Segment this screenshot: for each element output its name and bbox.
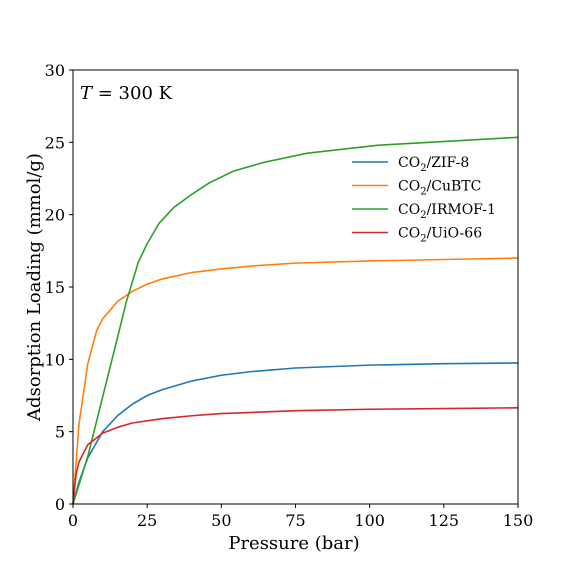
x-tick-label: 25 xyxy=(137,511,157,530)
legend-label-zif-8: CO2/ZIF-8 xyxy=(398,155,469,174)
x-tick-label: 125 xyxy=(429,511,460,530)
y-tick-label: 20 xyxy=(45,206,65,225)
plot-layer: 0 25 50 75 100 125 150051015202530CO2/ZIF-8CO2… xyxy=(45,61,534,530)
series-line-irmof-1 xyxy=(72,136,519,505)
y-tick-label: 30 xyxy=(45,61,65,80)
x-tick-label: 100 xyxy=(354,511,385,530)
x-tick-label: 0 xyxy=(68,511,78,530)
y-axis-label: Adsorption Loading (mmol/g) xyxy=(24,153,45,422)
y-tick-label: 25 xyxy=(45,133,65,152)
y-tick-label: 0 xyxy=(55,495,65,514)
x-tick-label: 50 xyxy=(211,511,231,530)
series-line-zif-8 xyxy=(72,362,519,505)
series-line-cubtc xyxy=(72,257,519,505)
y-tick-label: 5 xyxy=(55,423,65,442)
series-line-uio-66 xyxy=(72,407,519,505)
x-tick-label: 75 xyxy=(285,511,305,530)
legend-label-uio-66: CO2/UiO-66 xyxy=(398,226,482,245)
x-tick-label: 150 xyxy=(503,511,534,530)
y-tick-label: 15 xyxy=(45,278,65,297)
temperature-annotation: T = 300 K xyxy=(80,83,173,104)
x-axis-label: Pressure (bar) xyxy=(228,533,359,554)
legend: CO2/ZIF-8 CO2/CuBTC CO2/IRMOF-1 CO2/UiO-66 xyxy=(352,155,496,245)
y-tick-label: 10 xyxy=(45,350,65,369)
legend-label-irmof-1: CO2/IRMOF-1 xyxy=(398,202,496,221)
legend-label-cubtc: CO2/CuBTC xyxy=(398,179,481,198)
